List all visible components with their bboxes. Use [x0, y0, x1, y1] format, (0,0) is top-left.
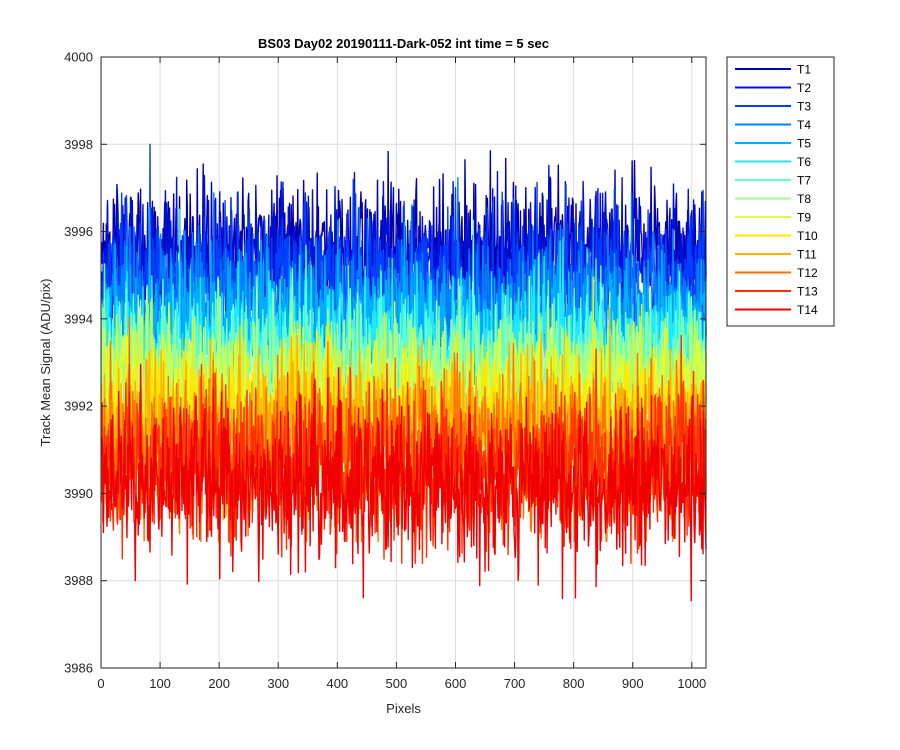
- y-tick-label: 4000: [64, 50, 93, 65]
- legend-label-t12: T12: [797, 266, 818, 280]
- legend-label-t14: T14: [797, 303, 818, 317]
- x-tick-label: 300: [267, 676, 289, 691]
- plot-frame: [100, 56, 707, 669]
- legend-label-t1: T1: [797, 63, 811, 77]
- y-tick-label: 3990: [64, 486, 93, 501]
- y-tick-label: 3994: [64, 311, 93, 326]
- x-tick-label: 700: [504, 676, 526, 691]
- x-tick-label: 500: [386, 676, 408, 691]
- x-axis-label: Pixels: [386, 701, 421, 716]
- y-axis-label: Track Mean Signal (ADU/pix): [38, 279, 53, 447]
- x-tick-label: 100: [149, 676, 171, 691]
- x-tick-label: 1000: [677, 676, 706, 691]
- legend-label-t6: T6: [797, 155, 811, 169]
- x-tick-label: 800: [563, 676, 585, 691]
- y-tick-label: 3996: [64, 224, 93, 239]
- legend-box: [726, 56, 835, 327]
- y-tick-label: 3998: [64, 137, 93, 152]
- legend-label-t13: T13: [797, 285, 818, 299]
- series-layer: [100, 143, 707, 602]
- x-tick-label: 600: [445, 676, 467, 691]
- chart-title: BS03 Day02 20190111-Dark-052 int time = …: [258, 36, 549, 51]
- x-tick-label: 200: [208, 676, 230, 691]
- legend-label-t4: T4: [797, 118, 811, 132]
- axis-ticks: 0 100 200 300 400 500 600 700 800 900 1000 3986 3988…: [64, 50, 706, 692]
- legend-label-t5: T5: [797, 137, 811, 151]
- legend-label-t7: T7: [797, 174, 811, 188]
- series-line-t14: [100, 364, 707, 602]
- legend-label-t3: T3: [797, 100, 811, 114]
- legend-label-t2: T2: [797, 81, 811, 95]
- legend-label-t10: T10: [797, 229, 818, 243]
- x-tick-label: 0: [97, 676, 104, 691]
- x-tick-label: 900: [622, 676, 644, 691]
- y-tick-label: 3986: [64, 661, 93, 676]
- legend-label-t9: T9: [797, 211, 811, 225]
- legend-label-t8: T8: [797, 192, 811, 206]
- legend: T1 T2 T3 T4 T5 T6 T7 T8 T9 T10 T11 T12 T13 T14: [726, 56, 835, 327]
- y-tick-label: 3988: [64, 573, 93, 588]
- legend-label-t11: T11: [797, 248, 817, 262]
- x-tick-label: 400: [326, 676, 348, 691]
- y-tick-label: 3992: [64, 399, 93, 414]
